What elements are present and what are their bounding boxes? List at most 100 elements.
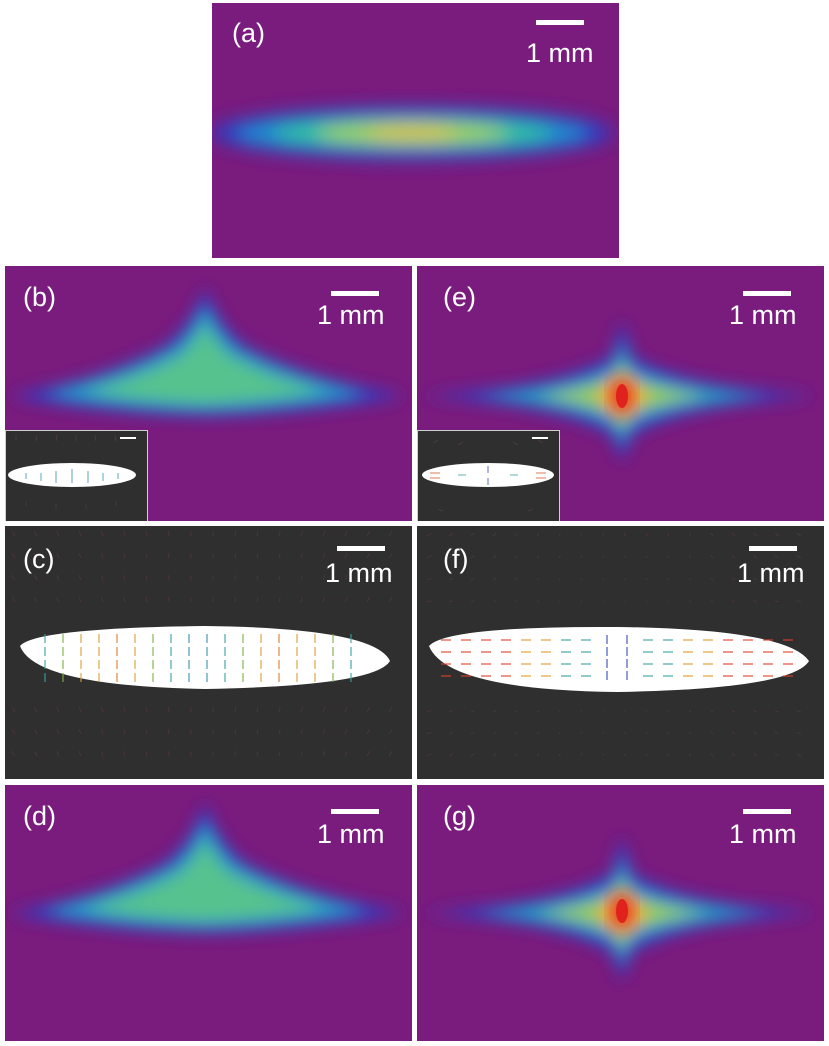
panel-f-label: (f): [443, 544, 469, 574]
field-arrow: [100, 553, 104, 559]
field-arrow: [11, 530, 16, 537]
field-arrow: [300, 729, 303, 735]
field-arrow: [470, 555, 475, 559]
field-arrow: [774, 731, 780, 735]
field-arrow: [256, 531, 259, 537]
field-arrow: [256, 597, 259, 603]
panel-g-label: (g): [443, 801, 476, 831]
field-arrow: [256, 729, 259, 735]
field-arrow: [168, 707, 170, 713]
field-arrow: [344, 575, 348, 581]
field-arrow: [145, 531, 148, 537]
panel-e: (e) 1 mm: [417, 266, 824, 521]
field-arrow: [278, 531, 281, 537]
field-arrow: [33, 729, 38, 735]
field-arrow: [796, 532, 802, 537]
field-arrow: [514, 731, 518, 735]
field-arrow: [731, 600, 736, 603]
panel-g-scalebar-label: 1 mm: [729, 819, 797, 849]
field-arrow: [667, 710, 670, 713]
field-arrow: [688, 577, 692, 581]
field-arrow: [168, 575, 170, 581]
field-arrow: [492, 555, 497, 559]
field-arrow: [688, 555, 692, 559]
field-arrow: [322, 553, 326, 559]
field-arrow: [11, 552, 16, 559]
field-arrow: [558, 600, 561, 603]
field-arrow: [100, 575, 104, 581]
field-arrow: [580, 731, 583, 735]
field-arrow: [492, 577, 497, 581]
field-arrow: [753, 710, 758, 713]
field-arrow: [796, 600, 802, 603]
field-arrow: [278, 729, 281, 735]
panel-c-scalebar: [337, 546, 385, 551]
field-arrow: [667, 577, 670, 581]
field-arrow: [33, 597, 38, 603]
field-arrow: [645, 532, 648, 537]
field-arrow: [33, 707, 38, 713]
field-arrow: [558, 532, 561, 537]
field-arrow: [558, 753, 561, 757]
field-arrow: [688, 532, 692, 537]
field-arrow: [796, 731, 802, 735]
field-arrow: [645, 555, 648, 559]
panel-f-scalebar-label: 1 mm: [737, 558, 805, 588]
panel-d: (d) 1 mm: [5, 785, 412, 1041]
field-arrow: [300, 531, 303, 537]
field-arrow: [426, 710, 432, 713]
field-arrow: [256, 553, 259, 559]
field-arrow: [322, 707, 326, 713]
field-arrow: [645, 731, 648, 735]
field-arrow: [11, 750, 16, 757]
field-arrow: [168, 553, 170, 559]
field-arrow: [388, 574, 393, 581]
field-arrow: [168, 751, 170, 757]
field-arrow: [731, 532, 736, 537]
field-arrow: [580, 555, 583, 559]
field-arrow: [278, 575, 281, 581]
field-arrow: [492, 731, 497, 735]
field-arrow: [344, 729, 348, 735]
field-arrow: [366, 707, 370, 713]
field-arrow: [796, 555, 802, 559]
panel-g: (g) 1 mm: [417, 785, 824, 1041]
field-arrow: [56, 575, 60, 581]
field-arrow: [100, 597, 104, 603]
field-arrow: [388, 750, 393, 757]
field-arrow: [796, 577, 802, 581]
panel-b-inset-field: [8, 434, 136, 509]
field-arrow: [11, 574, 16, 581]
field-arrow: [470, 753, 475, 757]
field-arrow: [774, 555, 780, 559]
field-arrow: [256, 575, 259, 581]
field-arrow: [753, 555, 758, 559]
field-arrow: [426, 555, 432, 559]
field-arrow: [145, 729, 148, 735]
field-arrow: [753, 577, 758, 581]
field-arrow: [100, 729, 104, 735]
field-arrow: [514, 555, 518, 559]
panel-d-label: (d): [23, 801, 56, 831]
field-arrow: [536, 710, 540, 713]
field-arrow: [645, 577, 648, 581]
panel-e-scalebar: [743, 291, 791, 296]
field-arrow: [11, 596, 16, 603]
field-arrow: [710, 577, 714, 581]
field-arrow: [366, 597, 370, 603]
field-arrow: [388, 530, 393, 537]
field-arrow: [536, 600, 540, 603]
field-arrow: [580, 577, 583, 581]
field-arrow: [300, 553, 303, 559]
field-arrow: [366, 575, 370, 581]
field-arrow: [426, 753, 432, 757]
field-arrow: [448, 753, 454, 757]
field-arrow: [448, 577, 454, 581]
field-arrow: [774, 710, 780, 713]
field-arrow: [322, 597, 326, 603]
field-arrow: [33, 751, 38, 757]
panel-b-scalebar-label: 1 mm: [317, 300, 385, 330]
field-arrow: [300, 597, 303, 603]
field-arrow: [514, 753, 518, 757]
field-arrow: [470, 532, 475, 537]
